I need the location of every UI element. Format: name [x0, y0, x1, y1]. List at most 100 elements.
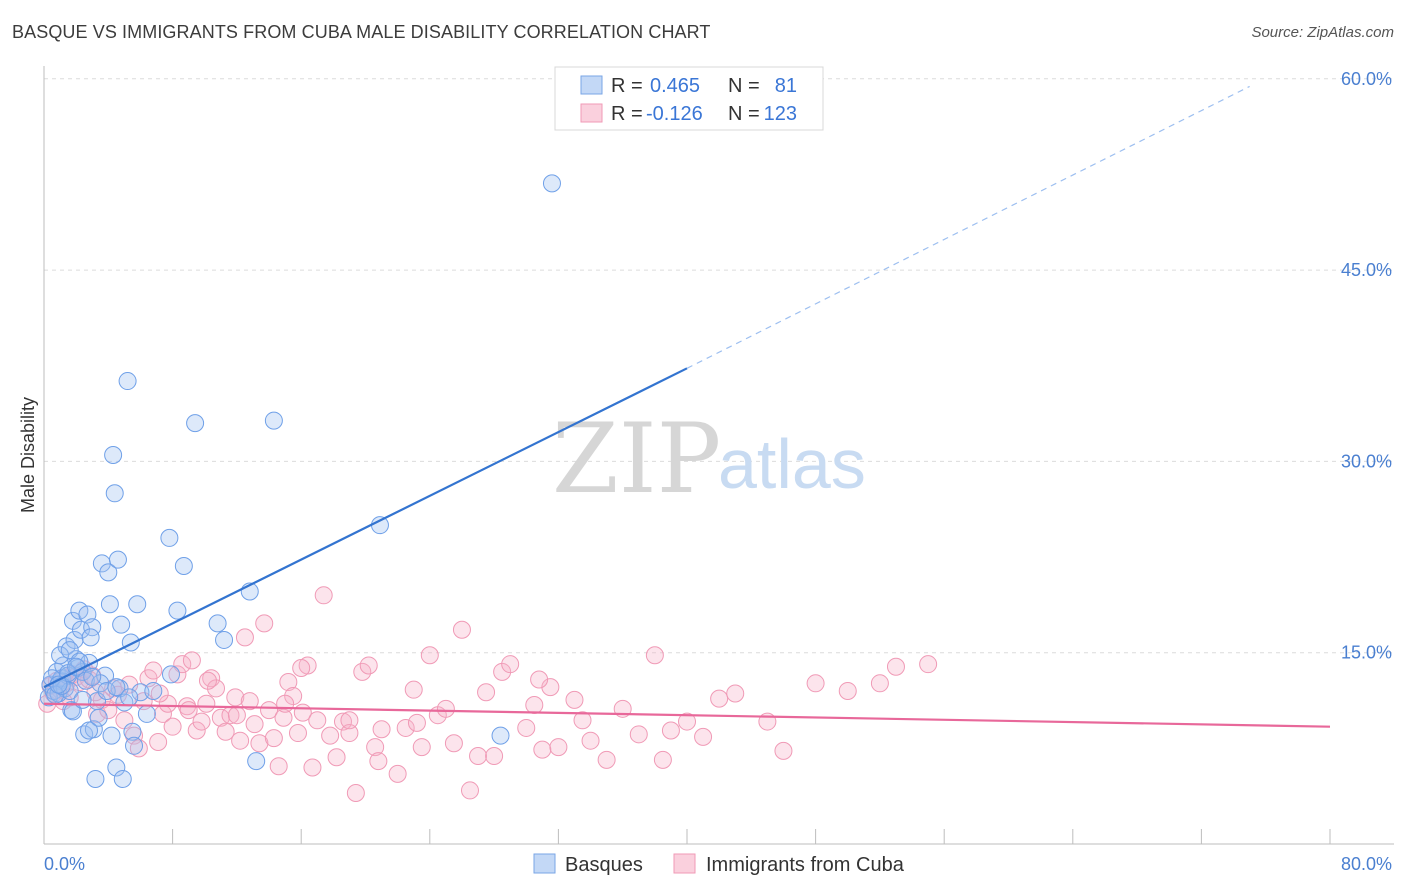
point-cuba — [396, 718, 415, 737]
point-cuba — [436, 699, 455, 718]
point-cuba — [231, 731, 250, 750]
chart-title: BASQUE VS IMMIGRANTS FROM CUBA MALE DISA… — [12, 22, 711, 42]
stats-r-value-2: -0.126 — [646, 103, 703, 125]
point-basques — [123, 722, 142, 741]
point-cuba — [303, 758, 322, 777]
point-basques — [128, 595, 147, 614]
point-basques — [115, 693, 134, 712]
point-cuba — [407, 713, 426, 732]
point-cuba — [192, 712, 211, 731]
legend-label-cuba: Immigrants from Cuba — [706, 854, 905, 876]
point-basques — [160, 528, 179, 547]
point-basques — [80, 721, 99, 740]
point-cuba — [501, 655, 520, 674]
point-basques — [100, 595, 119, 614]
stats-r-value-1: 0.465 — [650, 75, 700, 97]
point-cuba — [726, 684, 745, 703]
point-basques — [83, 667, 102, 686]
point-cuba — [404, 680, 423, 699]
point-basques — [67, 657, 86, 676]
tick-labels: 15.0% 30.0% 45.0% 60.0% 0.0% 80.0% — [44, 69, 1392, 874]
point-basques — [99, 563, 118, 582]
point-cuba — [353, 662, 372, 681]
stats-n-label-2: N = — [728, 103, 760, 125]
point-basques — [118, 372, 137, 391]
point-basques — [108, 550, 127, 569]
point-basques — [370, 516, 389, 535]
point-basques — [97, 681, 116, 700]
point-cuba — [346, 783, 365, 802]
trend-line-basques-extension — [686, 85, 1250, 369]
point-basques — [107, 758, 126, 777]
gridlines — [44, 78, 1394, 654]
y-tick-label: 30.0% — [1341, 451, 1392, 471]
point-cuba — [597, 750, 616, 769]
point-basques — [81, 628, 100, 647]
point-cuba — [173, 655, 192, 674]
y-tick-label: 45.0% — [1341, 260, 1392, 280]
point-cuba — [678, 712, 696, 731]
point-cuba — [359, 656, 378, 675]
point-cuba — [327, 748, 346, 767]
point-cuba — [279, 673, 298, 692]
point-basques — [120, 688, 139, 707]
point-cuba — [838, 681, 857, 700]
point-cuba — [444, 734, 463, 753]
point-cuba — [227, 706, 246, 725]
stats-n-label-1: N = — [728, 75, 760, 97]
point-basques — [131, 683, 150, 702]
point-basques — [125, 736, 144, 755]
point-cuba — [886, 657, 905, 676]
point-basques — [247, 752, 266, 771]
point-cuba — [235, 628, 254, 647]
point-cuba — [452, 620, 471, 639]
point-basques — [542, 174, 561, 193]
point-cuba — [517, 718, 536, 737]
point-cuba — [182, 651, 201, 670]
point-cuba — [179, 701, 198, 720]
point-cuba — [163, 717, 182, 736]
point-basques — [137, 704, 156, 723]
y-tick-label: 15.0% — [1341, 643, 1392, 663]
trend-line-basques — [43, 367, 688, 689]
point-basques — [215, 630, 234, 649]
point-cuba — [919, 655, 938, 674]
point-cuba — [260, 701, 279, 720]
legend-label-basques: Basques — [565, 854, 643, 876]
point-basques — [51, 646, 70, 665]
point-basques — [102, 726, 121, 745]
stats-n-value-1: 81 — [775, 75, 797, 97]
stats-r-label-2: R = — [611, 103, 643, 125]
point-basques — [168, 601, 187, 620]
point-cuba — [333, 712, 352, 731]
point-cuba — [806, 674, 825, 693]
y-tick-label: 60.0% — [1341, 69, 1392, 89]
point-cuba — [653, 750, 672, 769]
y-axis-label: Male Disability — [18, 397, 38, 513]
chart-source: Source: ZipAtlas.com — [1251, 24, 1394, 41]
trend-lines — [43, 85, 1331, 728]
point-cuba — [226, 688, 245, 707]
point-cuba — [645, 646, 664, 665]
point-basques — [65, 630, 84, 649]
point-cuba — [870, 674, 889, 693]
point-cuba — [288, 724, 307, 743]
point-basques — [60, 641, 79, 660]
point-basques — [71, 620, 90, 639]
point-cuba — [308, 711, 327, 730]
point-basques — [104, 446, 123, 465]
watermark: ZIP atlas — [552, 403, 866, 515]
stats-r-label-1: R = — [611, 75, 643, 97]
point-basques — [49, 675, 68, 694]
point-basques — [112, 615, 131, 634]
point-cuba — [250, 734, 269, 753]
point-cuba — [340, 711, 359, 730]
point-cuba — [388, 764, 407, 783]
point-cuba — [245, 715, 264, 734]
point-basques — [186, 414, 205, 433]
bottom-legend: Basques Immigrants from Cuba — [533, 853, 905, 876]
point-cuba — [469, 747, 488, 766]
point-cuba — [264, 729, 283, 748]
point-cuba — [369, 752, 388, 771]
point-basques — [264, 411, 283, 430]
